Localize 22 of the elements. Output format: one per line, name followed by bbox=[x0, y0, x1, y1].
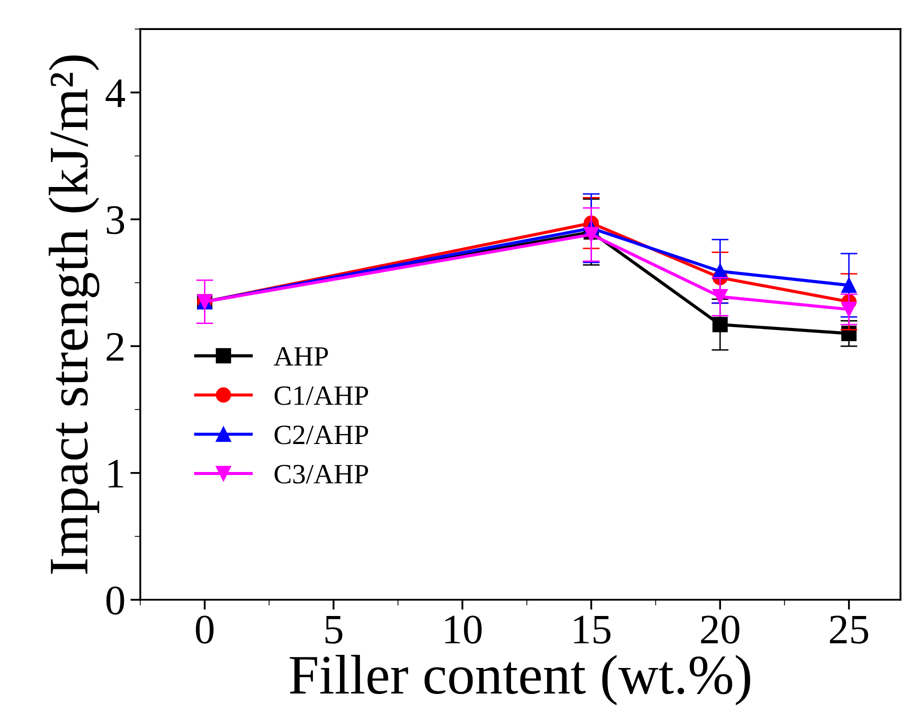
legend-label: AHP bbox=[274, 347, 328, 366]
x-tick-label: 10 bbox=[445, 616, 482, 644]
y-tick-label: 1 bbox=[108, 460, 124, 488]
y-tick-label: 0 bbox=[106, 586, 124, 615]
point bbox=[712, 289, 728, 304]
y-tick-label: 3 bbox=[106, 206, 124, 234]
y-tick-label: 2 bbox=[106, 333, 124, 361]
point bbox=[712, 316, 728, 332]
point bbox=[841, 302, 857, 317]
x-axis-title: Filler content (wt.%) bbox=[290, 654, 750, 706]
x-tick-label: 15 bbox=[574, 616, 610, 644]
x-tick-label: 20 bbox=[701, 616, 740, 644]
y-axis-title: Impact strength (kJ/m²) bbox=[48, 56, 100, 574]
y-tick-label: 4 bbox=[106, 80, 126, 107]
legend-label: C3/AHP bbox=[274, 464, 368, 484]
point bbox=[584, 226, 599, 242]
point bbox=[841, 278, 857, 293]
x-tick-label: 0 bbox=[196, 616, 214, 644]
legend-label: C2/AHP bbox=[274, 426, 368, 444]
x-tick-label: 5 bbox=[326, 616, 342, 644]
x-tick-label: 25 bbox=[830, 616, 868, 644]
legend-label: C1/AHP bbox=[274, 386, 368, 406]
